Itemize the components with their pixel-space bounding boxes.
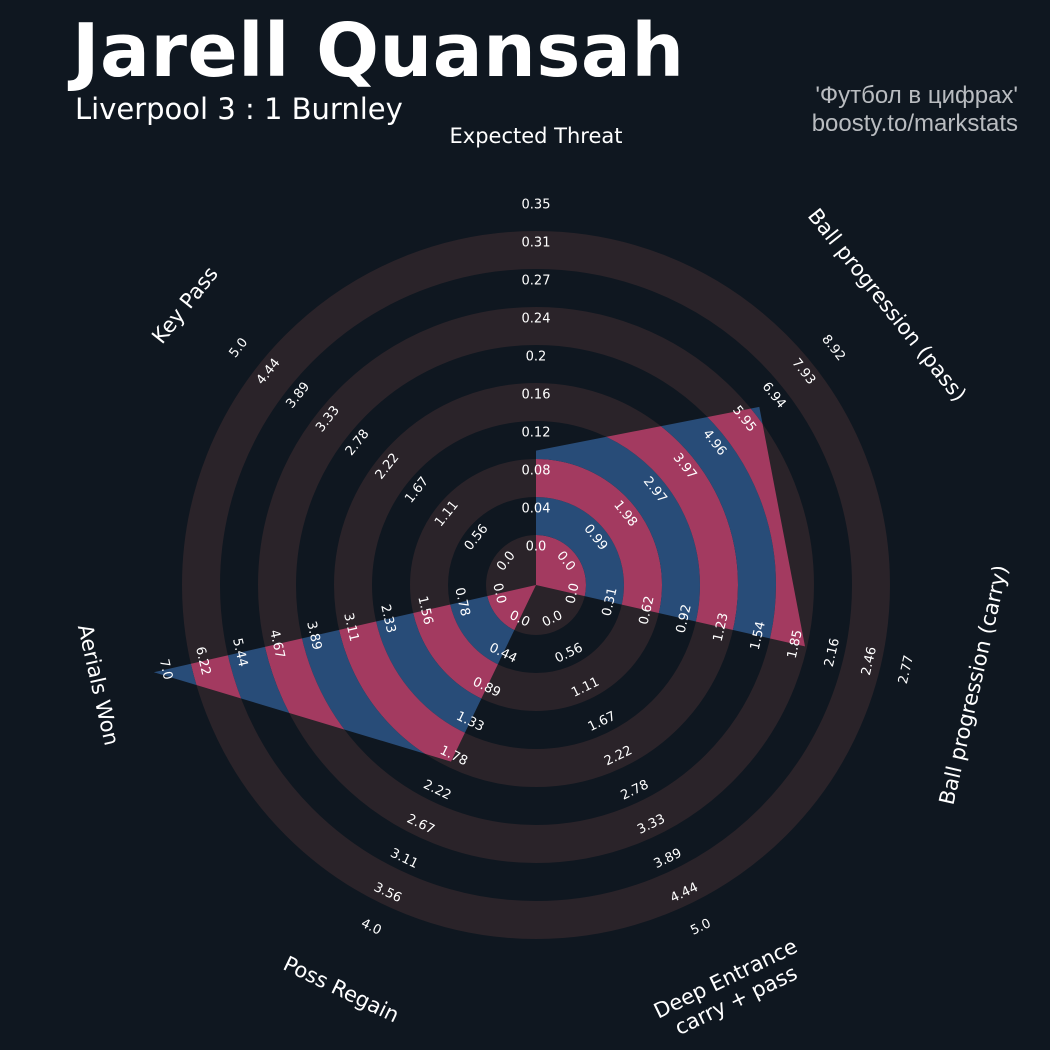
tick-label: 0.24: [522, 312, 551, 327]
ring-band: [182, 231, 890, 939]
tick-label: 1.54: [748, 620, 769, 652]
tick-label: 1.85: [785, 628, 806, 660]
tick-label: 2.77: [896, 654, 917, 686]
tick-label: 8.92: [818, 332, 848, 364]
tick-label: 0.78: [451, 586, 472, 618]
value-area: [153, 406, 806, 762]
tick-label: 0.35: [522, 198, 551, 213]
tick-label: 0.31: [522, 236, 551, 251]
tick-label: 1.56: [414, 595, 435, 627]
tick-label: 7.0: [156, 658, 175, 682]
parameter-label: Deep Entrancecarry + pass: [650, 934, 811, 1045]
parameter-label: Ball progression (pass): [803, 204, 971, 406]
tick-label: 0.04: [522, 502, 551, 517]
tick-label: 6.22: [192, 645, 213, 677]
tick-label: 2.46: [859, 645, 880, 677]
tick-label: 5.44: [229, 637, 250, 669]
tick-label: 0.08: [522, 464, 551, 479]
player-name-title: Jarell Quansah: [72, 8, 685, 94]
parameter-label: Key Pass: [147, 262, 223, 348]
tick-label: 0.0: [489, 582, 508, 606]
tick-label: 4.0: [359, 916, 384, 938]
parameter-label: Ball progression (carry): [935, 563, 1013, 807]
tick-label: 0.12: [522, 426, 551, 441]
tick-label: 3.89: [303, 620, 324, 652]
tick-label: 0.62: [637, 595, 658, 627]
tick-label: 0.92: [674, 603, 695, 635]
parameter-label: Poss Regain: [280, 952, 403, 1028]
tick-label: 0.2: [526, 350, 547, 365]
ring-band: [258, 307, 814, 863]
tick-label: 4.67: [266, 628, 287, 660]
credit-line-2: boosty.to/markstats: [811, 110, 1018, 137]
tick-label: 0.31: [600, 586, 621, 618]
match-subtitle: Liverpool 3 : 1 Burnley: [75, 92, 403, 126]
tick-label: 2.16: [822, 637, 843, 669]
parameter-label: Expected Threat: [450, 124, 623, 148]
tick-label: 5.0: [688, 916, 713, 938]
tick-label: 0.27: [522, 274, 551, 289]
tick-label: 0.16: [522, 388, 551, 403]
tick-label: 2.33: [377, 603, 398, 635]
tick-label: 0.0: [563, 582, 582, 606]
parameter-label: Aerials Won: [73, 622, 124, 748]
tick-label: 5.0: [227, 335, 252, 361]
tick-label: 0.0: [526, 540, 547, 555]
credit-line-1: 'Футбол в цифрах': [815, 82, 1018, 109]
tick-label: 3.11: [340, 612, 361, 644]
tick-label: 1.23: [711, 612, 732, 644]
